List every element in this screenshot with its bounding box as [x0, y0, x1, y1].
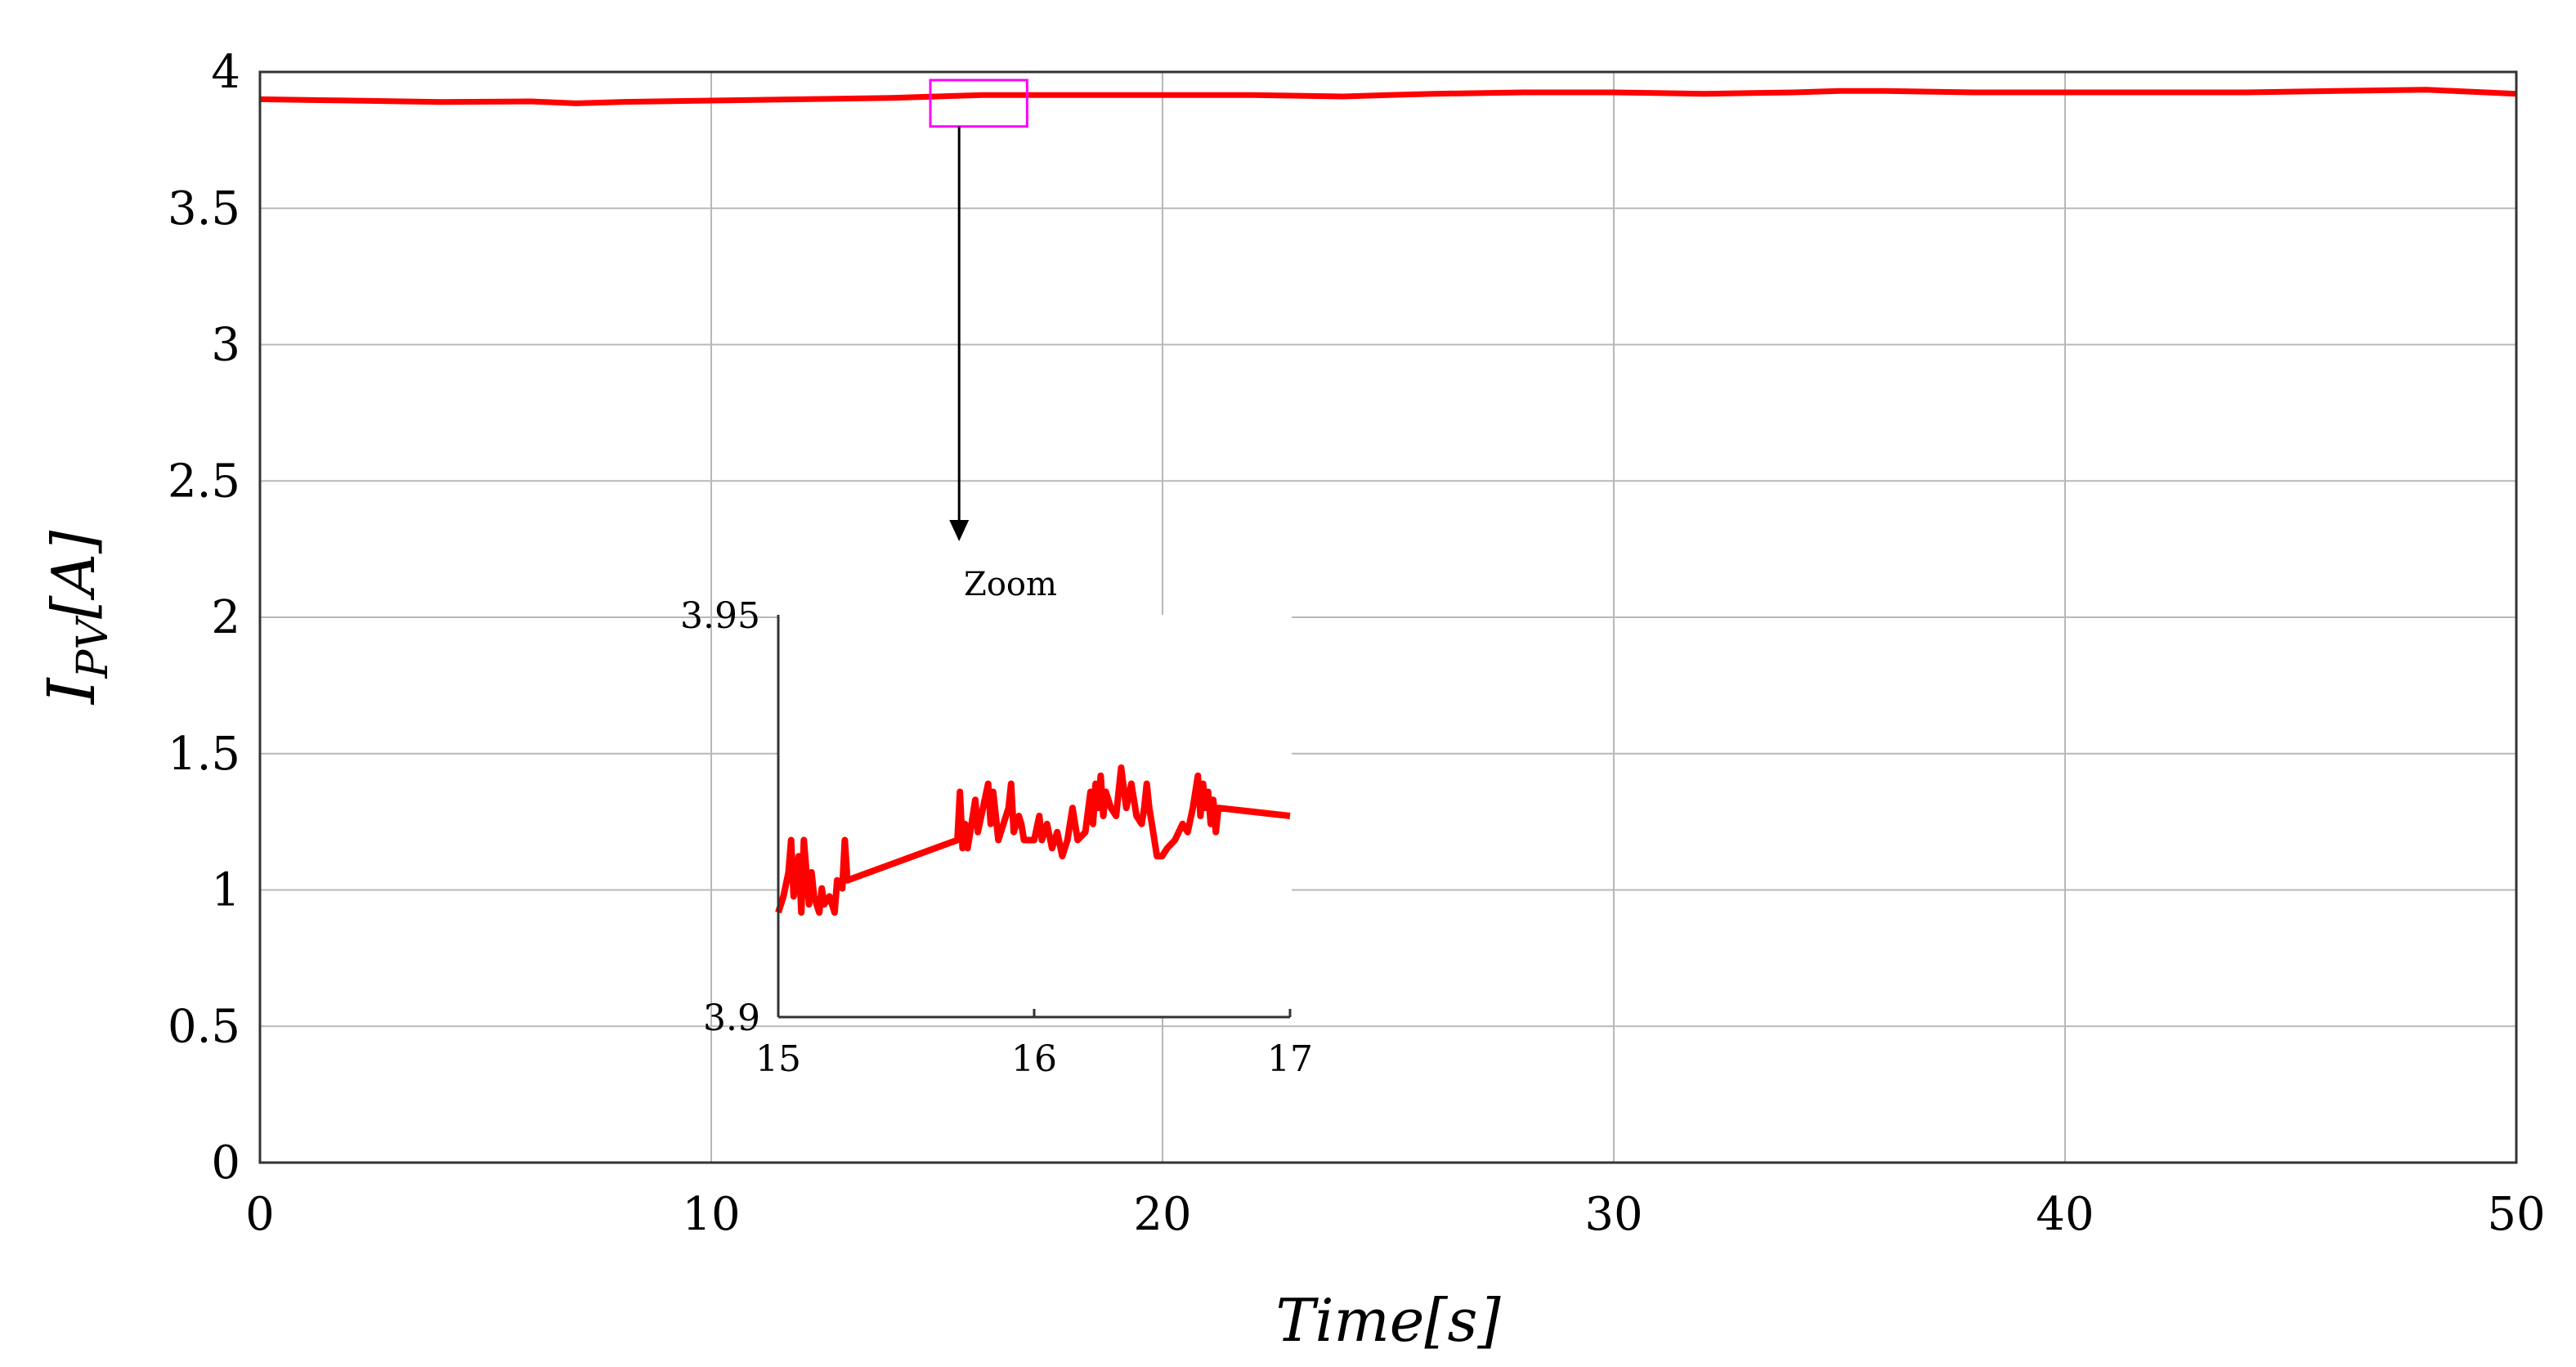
- main-y-tick-label: 1: [211, 864, 240, 917]
- inset-series-line: [775, 764, 1291, 917]
- inset-background: [778, 615, 1292, 1017]
- main-x-tick-label: 0: [245, 1188, 275, 1241]
- main-x-tick-label: 50: [2487, 1188, 2545, 1241]
- zoom-label: Zoom: [964, 566, 1057, 603]
- inset-y-tick-label: 3.95: [680, 595, 760, 637]
- main-y-tick-labels: 0 0.5 1 1.5 2 2.5 3 3.5 4: [168, 46, 240, 1190]
- y-axis-label-main: I: [34, 677, 110, 706]
- main-series: [259, 87, 2517, 106]
- main-y-tick-label: 0.5: [168, 1000, 240, 1053]
- x-axis-label: Time[s]: [1275, 1286, 1501, 1355]
- main-y-tick-label: 2: [211, 591, 240, 644]
- main-x-tick-label: 20: [1133, 1188, 1191, 1241]
- inset-series: [775, 764, 1291, 917]
- inset-axes: [777, 615, 1292, 1019]
- main-plot-frame: [258, 70, 2518, 1164]
- inset-y-tick-label: 3.9: [703, 997, 760, 1039]
- zoom-region-box: [929, 78, 1028, 128]
- y-axis-label-subscript: PV: [69, 616, 118, 679]
- main-x-tick-labels: 0 10 20 30 40 50: [245, 1188, 2545, 1241]
- zoom-arrow-head: [949, 520, 970, 541]
- main-y-tick-label: 3: [211, 319, 240, 372]
- inset-x-tick-label: 17: [1267, 1038, 1313, 1080]
- inset-x-tick-labels: 15 16 17: [755, 1038, 1313, 1080]
- inset-y-tick-labels: 3.9 3.95: [680, 595, 760, 1039]
- y-axis-label: IPV[A]: [34, 530, 118, 706]
- inset-x-tick-label: 15: [755, 1038, 801, 1080]
- inset-x-tick-label: 16: [1011, 1038, 1057, 1080]
- main-y-tick-label: 2.5: [168, 455, 240, 508]
- main-x-tick-label: 40: [2036, 1188, 2094, 1241]
- main-y-tick-label: 3.5: [168, 182, 240, 235]
- y-axis-label-unit: [A]: [39, 530, 108, 619]
- main-y-tick-label: 4: [211, 46, 240, 99]
- main-x-tick-label: 30: [1584, 1188, 1642, 1241]
- main-y-tick-label: 0: [211, 1136, 240, 1190]
- main-x-tick-label: 10: [682, 1188, 740, 1241]
- main-y-tick-label: 1.5: [168, 728, 240, 781]
- main-series-line: [259, 87, 2517, 106]
